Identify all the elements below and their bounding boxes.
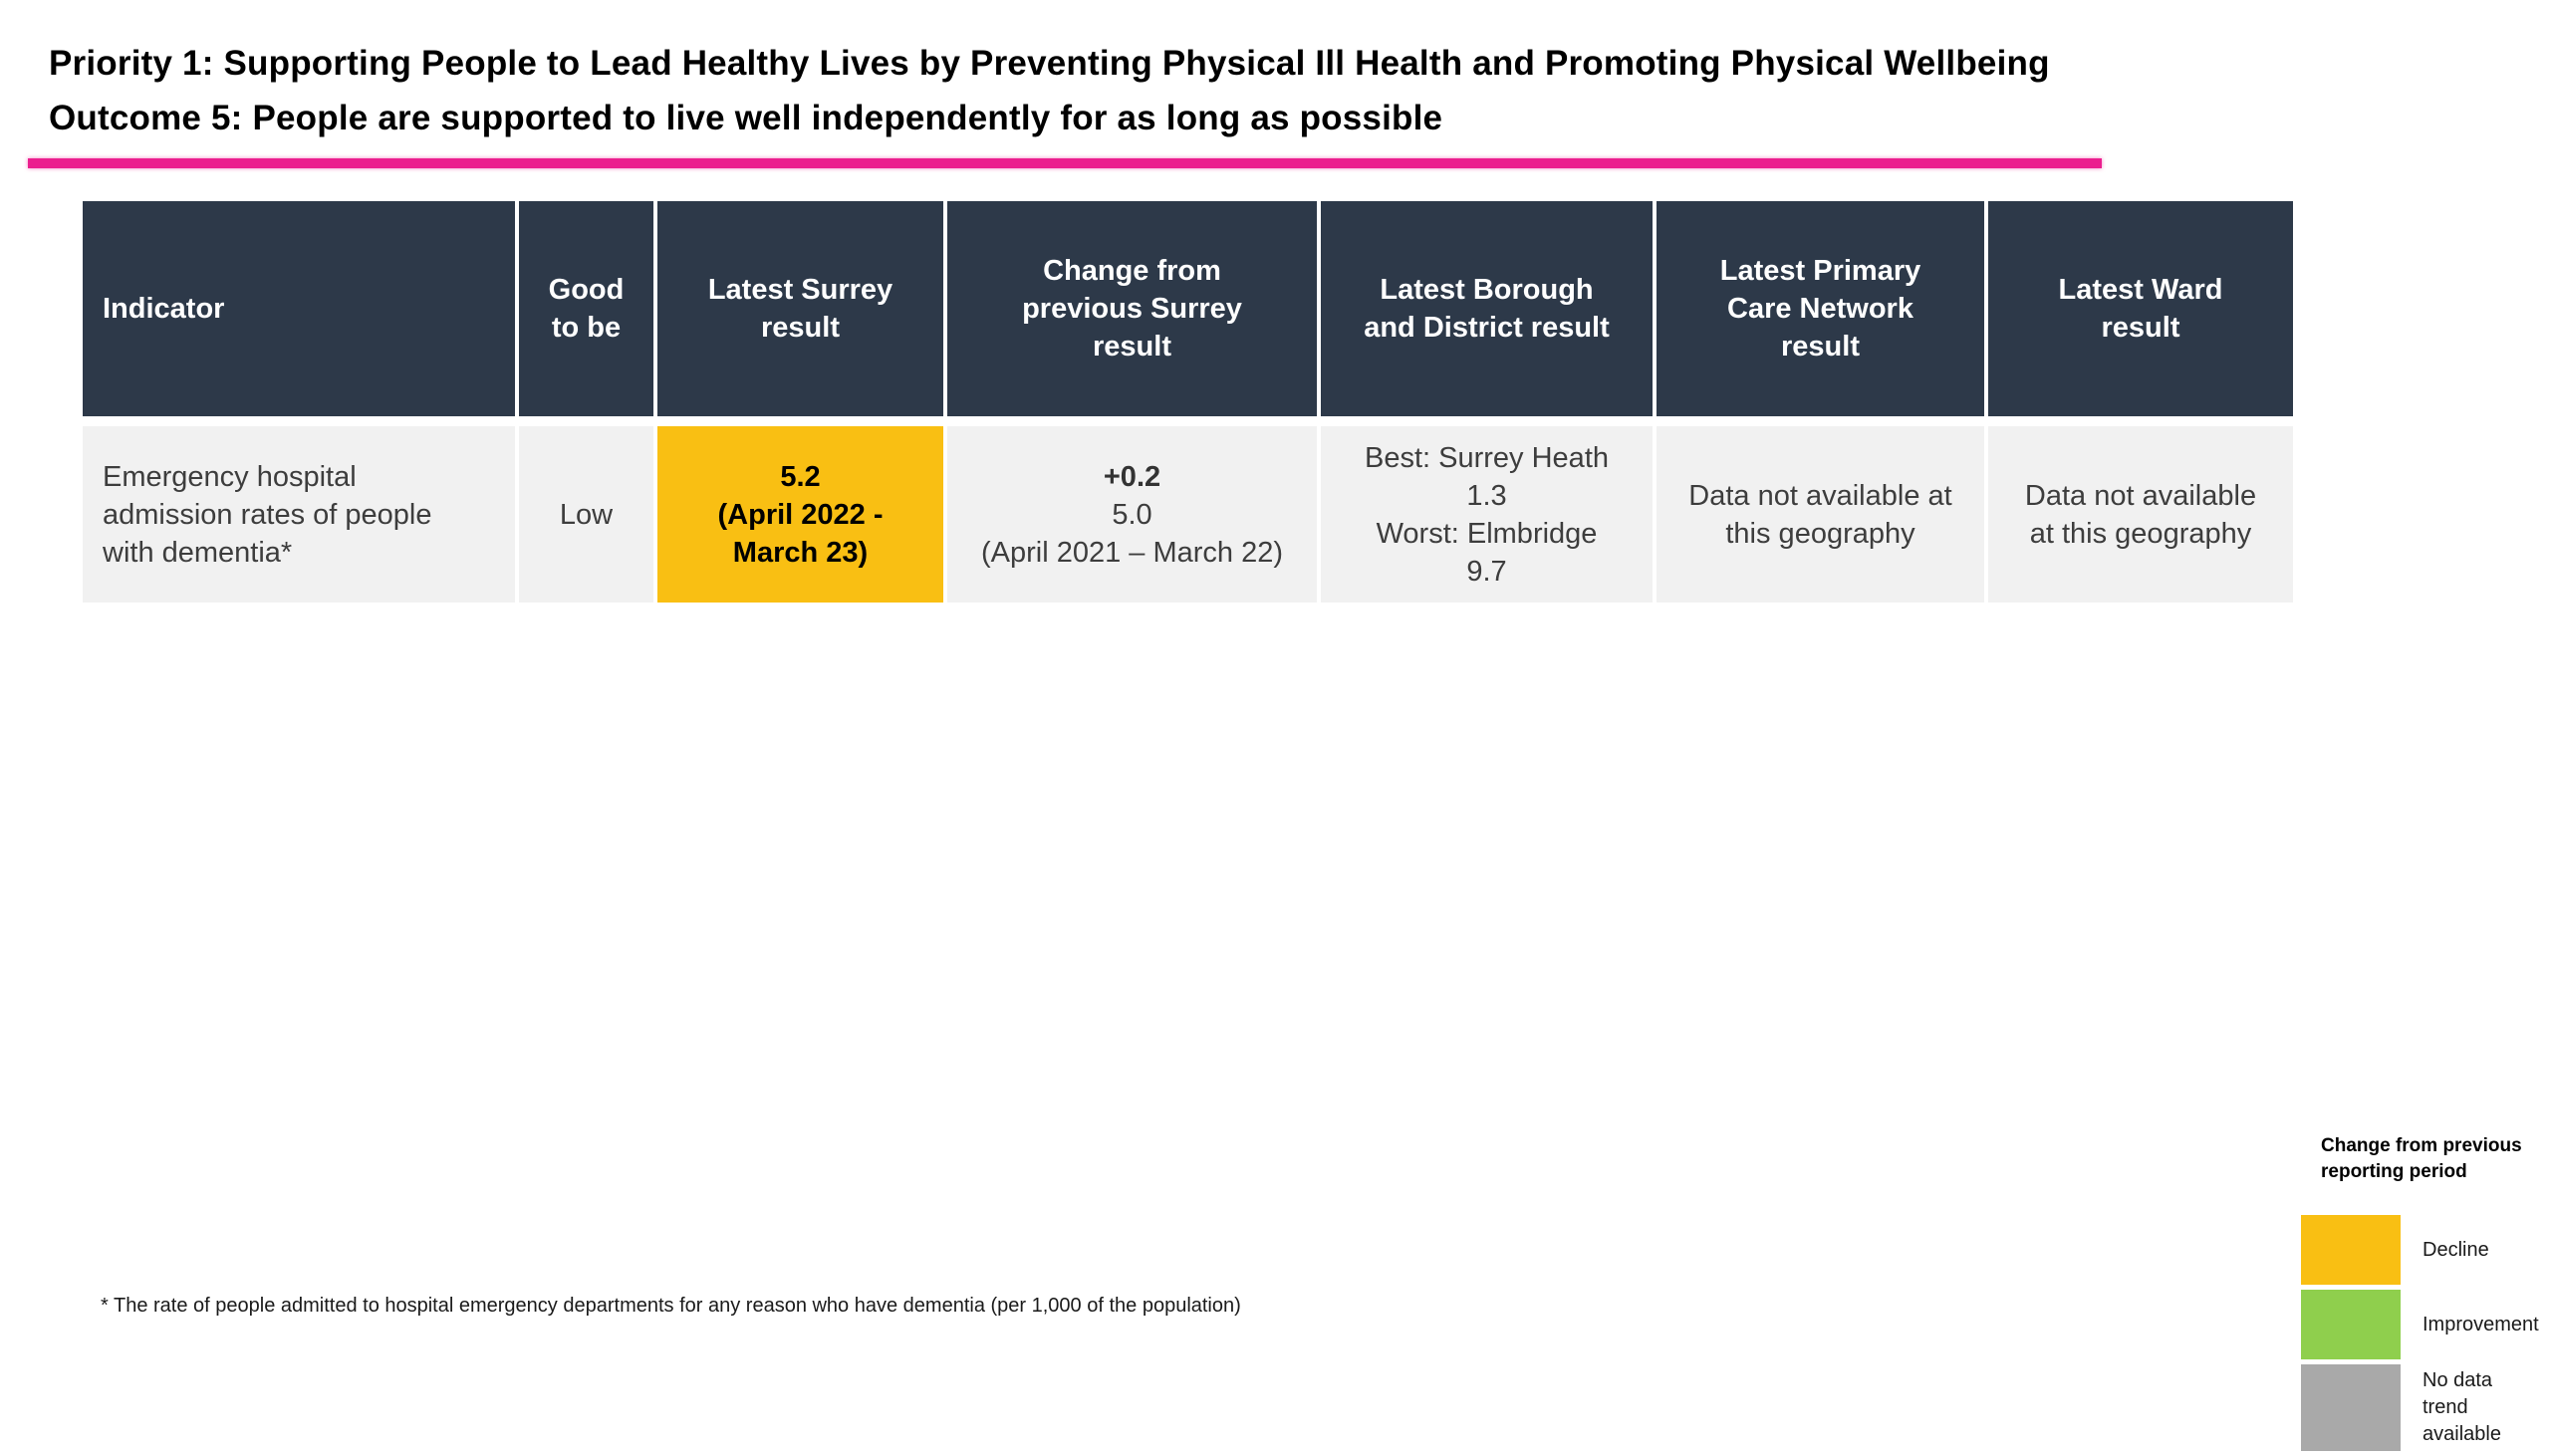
legend-label-improvement: Improvement: [2422, 1313, 2539, 1335]
change-from-previous-cell: +0.2 5.0 (April 2021 – March 22): [947, 426, 1317, 603]
good-to-be-cell: Low: [519, 426, 653, 603]
column-header-ward-result: Latest Ward result: [1988, 201, 2293, 416]
legend-label-decline: Decline: [2422, 1238, 2489, 1261]
column-header-good-to-be: Good to be: [519, 201, 653, 416]
column-header-indicator: Indicator: [83, 201, 515, 416]
no-data-trend-color-swatch: [2301, 1364, 2401, 1451]
legend-title: Change from previous reporting period: [2321, 1135, 2522, 1182]
previous-result-value: 5.0 (April 2021 – March 22): [980, 498, 1284, 569]
column-header-primary-care-network-result: Latest Primary Care Network result: [1657, 201, 1984, 416]
legend-label-no-data-trend: No data trend available: [2422, 1369, 2501, 1445]
change-delta-value: +0.2: [1103, 460, 1161, 493]
page-title-line-2: Outcome 5: People are supported to live …: [49, 99, 1443, 137]
ward-result-cell: Data not available at this geography: [1988, 426, 2293, 603]
borough-district-result-cell: Best: Surrey Heath 1.3 Worst: Elmbridge …: [1321, 426, 1653, 603]
primary-care-network-result-cell: Data not available at this geography: [1657, 426, 1984, 603]
indicator-table: Indicator Good to be Latest Surrey resul…: [83, 201, 2293, 603]
accent-rule: [28, 158, 2102, 168]
column-header-change-from-previous: Change from previous Surrey result: [947, 201, 1317, 416]
decline-color-swatch: [2301, 1215, 2401, 1285]
indicator-cell: Emergency hospital admission rates of pe…: [83, 426, 515, 603]
footnote: * The rate of people admitted to hospita…: [101, 1295, 1241, 1317]
legend-item-no-data-trend: No data trend available: [2301, 1364, 2550, 1451]
legend-item-decline: Decline: [2301, 1215, 2550, 1285]
page-title-line-1: Priority 1: Supporting People to Lead He…: [49, 44, 2050, 83]
legend-item-improvement: Improvement: [2301, 1290, 2550, 1359]
latest-surrey-result-cell: 5.2 (April 2022 - March 23): [657, 426, 943, 603]
column-header-latest-surrey-result: Latest Surrey result: [657, 201, 943, 416]
improvement-color-swatch: [2301, 1290, 2401, 1359]
legend: Change from previous reporting period De…: [2301, 1133, 2550, 1456]
page-title: Priority 1: Supporting People to Lead He…: [49, 36, 2050, 145]
column-header-borough-district-result: Latest Borough and District result: [1321, 201, 1653, 416]
